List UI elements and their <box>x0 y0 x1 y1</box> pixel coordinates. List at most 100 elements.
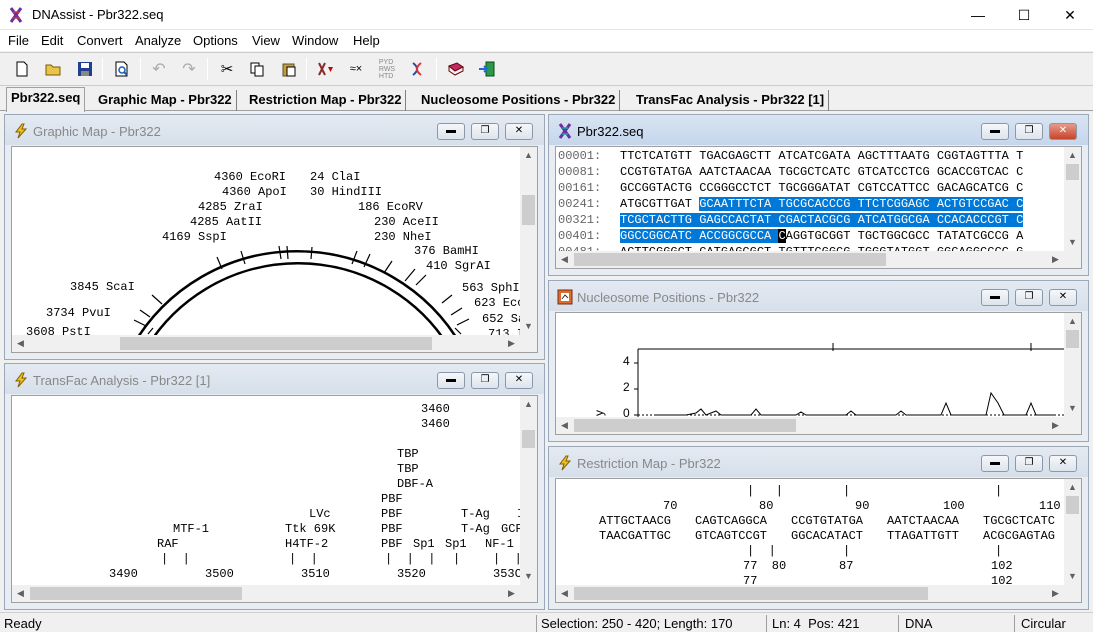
redo-icon[interactable]: ↷ <box>182 61 196 78</box>
restriction-map-titlebar[interactable]: Restriction Map - Pbr322 ▬ ❐ ✕ <box>549 447 1088 477</box>
nucleosome-plot-area[interactable]: 4 2 0 y ▲ ▼ ◀ ▶ <box>555 312 1082 435</box>
scroll-up-arrow[interactable]: ▲ <box>524 150 533 160</box>
horizontal-scrollbar[interactable]: ◀ ▶ <box>12 585 520 602</box>
horizontal-scrollbar[interactable]: ◀ ▶ <box>556 585 1064 602</box>
scroll-down-arrow[interactable]: ▼ <box>1068 237 1077 247</box>
print-preview-icon[interactable] <box>110 57 134 81</box>
vertical-scrollbar[interactable]: ▲ ▼ <box>520 396 537 585</box>
window-restore-button[interactable]: ❐ <box>471 372 499 389</box>
vertical-scrollbar[interactable]: ▲ ▼ <box>1064 147 1081 251</box>
nucleosome-titlebar[interactable]: Nucleosome Positions - Pbr322 ▬ ❐ ✕ <box>549 281 1088 311</box>
scroll-thumb[interactable] <box>522 430 535 448</box>
menu-convert[interactable]: Convert <box>77 33 123 48</box>
scroll-right-arrow[interactable]: ▶ <box>1052 420 1059 430</box>
cut-scissors-icon[interactable]: ✂ <box>220 61 234 78</box>
sequence-line[interactable]: TCGCTACTTG GAGCCACTAT CGACTACGCG ATCATGG… <box>620 213 1024 227</box>
tab-graphic-map[interactable]: Graphic Map - Pbr322 <box>94 90 237 111</box>
scroll-up-arrow[interactable]: ▲ <box>1068 150 1077 160</box>
translate-protein-icon[interactable] <box>314 57 338 81</box>
sequence-line[interactable]: GGCCGGCATC ACCGGCGCCA CAGGTGCGGT TGCTGGC… <box>620 229 1023 243</box>
menu-options[interactable]: Options <box>193 33 238 48</box>
menu-view[interactable]: View <box>252 33 280 48</box>
scroll-up-arrow[interactable]: ▲ <box>524 399 533 409</box>
window-close-button[interactable]: ✕ <box>1049 455 1077 472</box>
graphic-map-titlebar[interactable]: Graphic Map - Pbr322 ▬ ❐ ✕ <box>5 115 544 145</box>
scroll-thumb[interactable] <box>120 337 432 350</box>
menu-analyze[interactable]: Analyze <box>135 33 182 48</box>
window-minimize-button[interactable]: ▬ <box>437 123 465 140</box>
exit-door-icon[interactable] <box>475 57 499 81</box>
scroll-down-arrow[interactable]: ▼ <box>524 321 533 331</box>
sequence-editor[interactable]: ACTTCGGGCT CATGAGCGCT TGTTTCGGCG TGGGTAT… <box>555 146 1082 269</box>
codon-table-icon[interactable]: PYD RWS HTD <box>378 58 396 80</box>
window-minimize-button[interactable]: ▬ <box>981 455 1009 472</box>
window-minimize-button[interactable]: ▬ <box>981 123 1009 140</box>
scroll-down-arrow[interactable]: ▼ <box>1068 403 1077 413</box>
scroll-thumb[interactable] <box>30 587 242 600</box>
close-button[interactable]: ✕ <box>1064 7 1076 23</box>
horizontal-scrollbar[interactable]: ◀ ▶ <box>556 417 1064 434</box>
scroll-up-arrow[interactable]: ▲ <box>1068 482 1077 492</box>
transfac-titlebar[interactable]: TransFac Analysis - Pbr322 [1] ▬ ❐ ✕ <box>5 364 544 394</box>
window-restore-button[interactable]: ❐ <box>471 123 499 140</box>
sequence-line[interactable]: CCGTGTATGA AATCTAACAA TGCGCTCATC GTCATCC… <box>620 165 1023 179</box>
scroll-left-arrow[interactable]: ◀ <box>17 338 24 348</box>
window-close-button[interactable]: ✕ <box>505 372 533 389</box>
undo-icon[interactable]: ↶ <box>152 61 166 78</box>
scroll-thumb[interactable] <box>574 587 928 600</box>
window-close-button[interactable]: ✕ <box>1049 123 1077 140</box>
scroll-thumb[interactable] <box>574 419 796 432</box>
scroll-right-arrow[interactable]: ▶ <box>1052 588 1059 598</box>
tab-restriction-map[interactable]: Restriction Map - Pbr322 <box>245 90 407 111</box>
tab-pbr322-seq[interactable]: Pbr322.seq <box>6 87 86 112</box>
scroll-right-arrow[interactable]: ▶ <box>508 338 515 348</box>
scroll-left-arrow[interactable]: ◀ <box>561 588 568 598</box>
new-file-icon[interactable] <box>10 57 34 81</box>
window-restore-button[interactable]: ❐ <box>1015 123 1043 140</box>
minimize-button[interactable]: — <box>971 7 985 23</box>
scroll-thumb[interactable] <box>1066 330 1079 348</box>
scroll-right-arrow[interactable]: ▶ <box>1052 254 1059 264</box>
tab-transfac-analysis[interactable]: TransFac Analysis - Pbr322 [1] <box>632 90 830 111</box>
scroll-thumb[interactable] <box>574 253 886 266</box>
align-sequences-icon[interactable]: ≈× <box>349 63 363 75</box>
scroll-left-arrow[interactable]: ◀ <box>17 588 24 598</box>
vertical-scrollbar[interactable]: ▲ ▼ <box>520 147 537 335</box>
window-minimize-button[interactable]: ▬ <box>981 289 1009 306</box>
graphic-map-canvas[interactable]: 4360 EcoRI 24 ClaI 4360 ApoI 30 HindIII … <box>11 146 538 353</box>
menu-help[interactable]: Help <box>353 33 380 48</box>
window-close-button[interactable]: ✕ <box>1049 289 1077 306</box>
help-book-icon[interactable] <box>444 57 468 81</box>
save-disk-icon[interactable] <box>73 57 97 81</box>
helix-display-icon[interactable] <box>405 57 429 81</box>
scroll-thumb[interactable] <box>1066 164 1079 180</box>
scroll-right-arrow[interactable]: ▶ <box>508 588 515 598</box>
window-close-button[interactable]: ✕ <box>505 123 533 140</box>
window-restore-button[interactable]: ❐ <box>1015 289 1043 306</box>
window-minimize-button[interactable]: ▬ <box>437 372 465 389</box>
scroll-up-arrow[interactable]: ▲ <box>1068 316 1077 326</box>
paste-clipboard-icon[interactable] <box>277 57 301 81</box>
horizontal-scrollbar[interactable]: ◀ ▶ <box>12 335 520 352</box>
vertical-scrollbar[interactable]: ▲ ▼ <box>1064 313 1081 417</box>
scroll-thumb[interactable] <box>1066 496 1079 514</box>
scroll-left-arrow[interactable]: ◀ <box>561 254 568 264</box>
menu-file[interactable]: File <box>8 33 29 48</box>
scroll-down-arrow[interactable]: ▼ <box>524 571 533 581</box>
menu-window[interactable]: Window <box>292 33 339 48</box>
horizontal-scrollbar[interactable]: ◀ ▶ <box>556 251 1064 268</box>
scroll-thumb[interactable] <box>522 195 535 225</box>
vertical-scrollbar[interactable]: ▲ ▼ <box>1064 479 1081 585</box>
copy-icon[interactable] <box>245 57 269 81</box>
sequence-line[interactable]: ATGCGTTGAT GCAATTTCTA TGCGCACCCG TTCTCGG… <box>620 197 1024 211</box>
menu-edit[interactable]: Edit <box>41 33 64 48</box>
tab-nucleosome-positions[interactable]: Nucleosome Positions - Pbr322 <box>417 90 621 111</box>
scroll-down-arrow[interactable]: ▼ <box>1068 571 1077 581</box>
restriction-map-content[interactable]: 102 77 102 87 77 80 | | | | ACGCGAGTAG TTAGATTGTT… <box>555 478 1082 603</box>
scroll-left-arrow[interactable]: ◀ <box>561 420 568 430</box>
transfac-content[interactable]: 353C 3520 3510 3500 3490 | | | | | | | | | | NF-1 S… <box>11 395 538 603</box>
sequence-line[interactable]: GCCGGTACTG CCGGGCCTCT TGCGGGATAT CGTCCAT… <box>620 181 1023 195</box>
sequence-line[interactable]: TTCTCATGTT TGACGAGCTT ATCATCGATA AGCTTTA… <box>620 149 1023 163</box>
open-folder-icon[interactable] <box>42 57 66 81</box>
sequence-titlebar[interactable]: Pbr322.seq ▬ ❐ ✕ <box>549 115 1088 145</box>
